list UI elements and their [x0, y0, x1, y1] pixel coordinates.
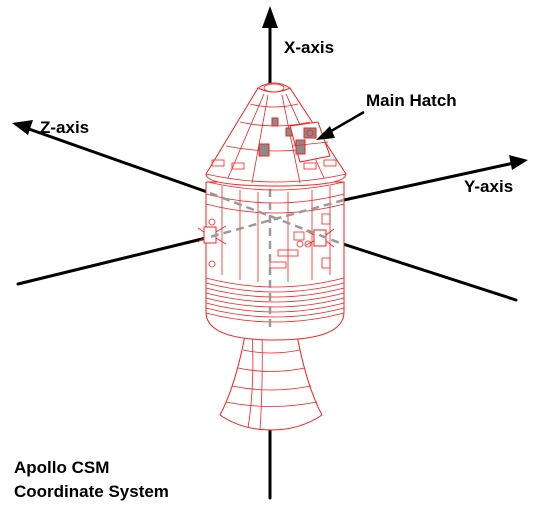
- rcs-thruster-left: [197, 225, 227, 245]
- service-module: [205, 181, 345, 341]
- caption-line-1: Apollo CSM: [14, 458, 109, 477]
- z-axis-label: Z-axis: [40, 118, 89, 137]
- z-axis-line: [24, 126, 212, 195]
- x-axis-label: X-axis: [284, 38, 334, 57]
- rcs-thruster-right: [305, 228, 335, 248]
- main-hatch: [289, 121, 331, 163]
- y-axis-line: [342, 161, 516, 202]
- x-axis-arrowhead: [262, 6, 278, 28]
- y-axis-far-line: [16, 236, 208, 286]
- y-axis-label: Y-axis: [464, 177, 513, 196]
- apollo-csm-spacecraft: [197, 82, 347, 431]
- command-module: [205, 82, 347, 191]
- caption-line-2: Coordinate System: [14, 482, 169, 501]
- y-axis-arrowhead: [509, 155, 528, 170]
- main-hatch-pointer: [316, 110, 365, 140]
- main-hatch-label: Main Hatch: [366, 91, 457, 110]
- engine-nozzle: [219, 329, 323, 431]
- z-axis-far-line: [338, 241, 518, 302]
- z-axis-arrowhead: [12, 120, 33, 135]
